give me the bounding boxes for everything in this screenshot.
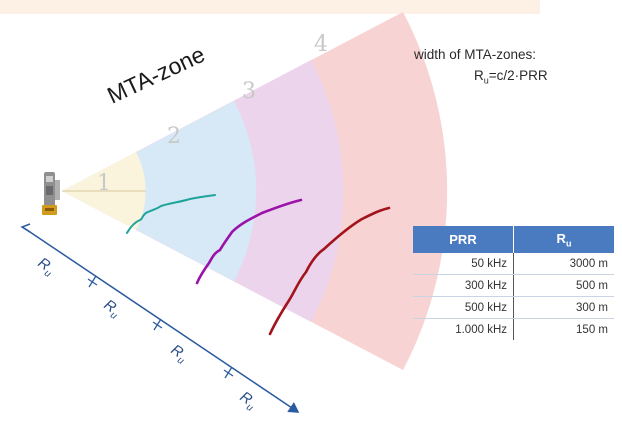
header-ru-main: R	[556, 230, 566, 246]
table-row: 50 kHz 3000 m	[413, 253, 614, 275]
mta-width-formula: width of MTA-zones: Ru=c/2·PRR	[414, 44, 614, 92]
zone-4-number: 4	[314, 32, 328, 57]
zone-2-sector	[62, 101, 257, 281]
axis-tick-3b	[224, 366, 233, 379]
table-row: 300 kHz 500 m	[413, 274, 614, 297]
table-row: 1.000 kHz 150 m	[413, 318, 614, 340]
axis-tick-1b	[88, 275, 97, 288]
prr-range-table: PRR Ru 50 kHz 3000 m 300 kHz 500 m 500 k…	[413, 226, 614, 340]
zone-2-number: 2	[167, 124, 181, 149]
top-band	[0, 0, 540, 14]
cell-ru: 3000 m	[513, 253, 614, 275]
cell-ru: 500 m	[513, 274, 614, 297]
mta-zone-label: MTA-zone	[103, 41, 209, 109]
table-header-row: PRR Ru	[413, 226, 614, 253]
zone-1-number: 1	[97, 171, 111, 196]
cell-prr: 1.000 kHz	[413, 318, 514, 340]
ru-label-2: Ru	[99, 296, 124, 322]
cell-prr: 300 kHz	[413, 274, 514, 297]
formula-line-1: width of MTA-zones:	[414, 47, 537, 62]
axis-tick-2b	[153, 318, 162, 331]
cell-prr: 50 kHz	[413, 253, 514, 275]
ru-label-4: Ru	[235, 388, 260, 414]
header-ru-sub: u	[565, 238, 572, 249]
svg-text:Ru: Ru	[166, 341, 191, 367]
table-row: 500 kHz 300 m	[413, 296, 614, 319]
cell-prr: 500 kHz	[413, 296, 514, 319]
ru-label-3: Ru	[166, 341, 191, 367]
svg-text:Ru: Ru	[99, 296, 124, 322]
ru-label-1: Ru	[33, 254, 58, 280]
formula-r: R	[474, 68, 484, 83]
cell-ru: 300 m	[513, 296, 614, 319]
zone-3-number: 3	[242, 79, 256, 104]
cell-ru: 150 m	[576, 323, 608, 336]
formula-rest: =c/2·PRR	[488, 68, 548, 83]
zone-4-trace	[268, 206, 391, 336]
header-ru: Ru	[513, 226, 614, 253]
laser-scanner-icon	[42, 172, 60, 215]
svg-text:Ru: Ru	[33, 254, 58, 280]
formula-line-2: Ru=c/2·PRR	[414, 65, 614, 92]
header-prr: PRR	[413, 226, 514, 253]
range-axis-ticks	[87, 275, 234, 379]
range-axis-start-arrow	[20, 223, 31, 233]
zone-2-trace	[126, 194, 216, 234]
zone-3-trace	[195, 198, 303, 285]
svg-text:Ru: Ru	[235, 388, 260, 414]
formula-r-sub: u	[483, 75, 489, 86]
